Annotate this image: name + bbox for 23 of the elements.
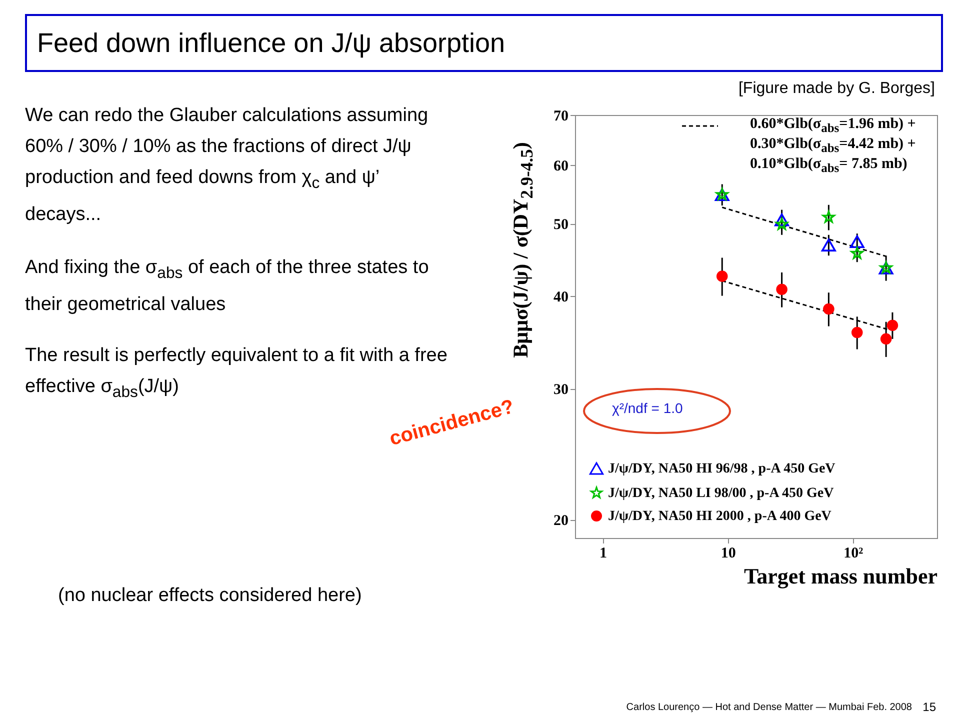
y-tick-label: 20 bbox=[554, 513, 568, 530]
text: [Figure made by G. Borges] bbox=[738, 80, 935, 98]
text: The result is perfectly equivalent to a fit with a free effective σ$_{abs}$(J/ψ) bbox=[25, 345, 448, 401]
y-tick-label: 50 bbox=[554, 217, 568, 234]
text: And fixing the σ$_{abs}$ of each of the three states to their geometrical values bbox=[25, 256, 430, 317]
legend-label: J/ψ/DY, NA50 HI 2000 , p-A 400 GeV bbox=[608, 509, 832, 524]
y-tick-label: 60 bbox=[554, 158, 568, 174]
x-tick-label: 10² bbox=[844, 546, 864, 562]
text: Feed down influence on J/ψ absorption bbox=[25, 14, 943, 72]
y-tick-label: 30 bbox=[554, 382, 568, 398]
legend-label: J/ψ/DY, NA50 HI 96/98 , p-A 450 GeV bbox=[608, 462, 836, 476]
text: 15 bbox=[922, 700, 936, 714]
y-tick-label: 70 bbox=[554, 108, 568, 124]
text: We can redo the Glauber calculations assuming 60% / 30% / 10% as the fractions of direct J/ψ production and feed downs from χ$_{c}$ and ψ’ decays... bbox=[25, 105, 428, 225]
x-axis-title: Target mass number bbox=[744, 564, 938, 588]
y-tick-label: 40 bbox=[554, 289, 568, 306]
x-tick-label: 1 bbox=[600, 546, 607, 562]
legend-label: J/ψ/DY, NA50 LI 98/00 , p-A 450 GeV bbox=[608, 486, 834, 501]
x-tick-label: 10 bbox=[720, 546, 736, 562]
text: (no nuclear effects considered here) bbox=[58, 585, 362, 607]
text: 0.60*Glb(σ$_{abs}$=1.96 mb) + 0.30*Glb(σ$_{abs}$=4.42 mb) + 0.10*Glb(σ$_{abs}$= 7.85 mb) bbox=[750, 116, 916, 175]
annotation: χ²/ndf = 1.0 bbox=[612, 400, 683, 416]
text: Carlos Lourenço — Hot and Dense Matter — Mumbai Feb. 2008 bbox=[626, 702, 912, 713]
